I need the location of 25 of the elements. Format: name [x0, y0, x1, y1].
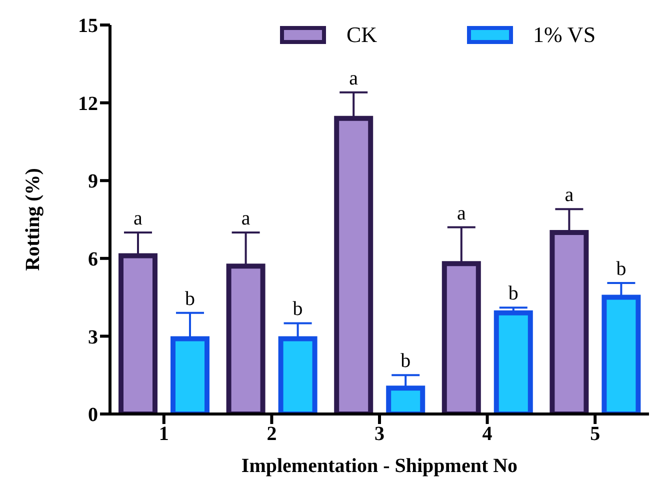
y-axis-title: Rotting (%) — [22, 168, 44, 271]
annotation: b — [508, 282, 518, 305]
annotation: a — [134, 207, 143, 230]
x-tick-label: 2 — [266, 423, 277, 446]
annotation: b — [400, 350, 411, 372]
x-tick-label: 5 — [590, 423, 600, 446]
x-tick-label: 4 — [482, 423, 492, 446]
annotation: b — [292, 298, 303, 320]
legend-label: 1% VS — [533, 22, 596, 48]
annotation: a — [456, 202, 466, 224]
annotation: a — [564, 184, 574, 206]
x-tick-label: 3 — [374, 423, 384, 446]
annotation: a — [241, 207, 250, 230]
y-tick-label: 12 — [78, 92, 98, 115]
y-tick-label: 3 — [88, 326, 98, 348]
y-tick-label: 0 — [88, 404, 98, 426]
annotation: a — [349, 67, 358, 90]
x-tick-label: 1 — [158, 423, 169, 446]
annotation: b — [616, 258, 626, 280]
annotation: b — [185, 288, 195, 310]
x-axis-title: Implementation - Shippment No — [241, 455, 518, 477]
y-tick-label: 6 — [88, 248, 98, 270]
legend-label: CK — [346, 22, 377, 48]
y-tick-label: 15 — [78, 15, 98, 38]
y-tick-label: 9 — [88, 170, 98, 193]
